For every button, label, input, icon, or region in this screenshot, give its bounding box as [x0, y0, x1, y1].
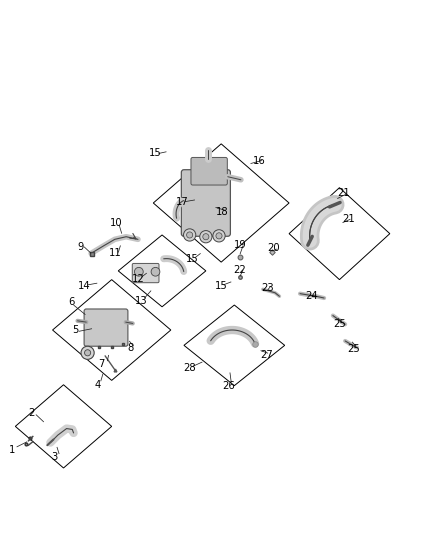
Text: 9: 9 — [78, 242, 84, 252]
Text: 12: 12 — [131, 274, 145, 284]
Text: 21: 21 — [342, 214, 355, 224]
Text: 28: 28 — [183, 363, 195, 373]
Text: 27: 27 — [260, 350, 273, 360]
Text: 24: 24 — [306, 291, 318, 301]
Text: 25: 25 — [347, 344, 360, 354]
Circle shape — [184, 229, 196, 241]
Circle shape — [81, 346, 94, 359]
FancyBboxPatch shape — [181, 169, 230, 236]
FancyBboxPatch shape — [84, 309, 128, 346]
Text: 22: 22 — [233, 265, 247, 275]
Text: 4: 4 — [94, 379, 100, 390]
Text: 23: 23 — [262, 282, 274, 293]
Text: 19: 19 — [233, 240, 247, 251]
Text: 15: 15 — [185, 254, 198, 264]
Text: 26: 26 — [222, 381, 235, 391]
Circle shape — [216, 233, 222, 239]
Text: 1: 1 — [9, 445, 15, 455]
Text: 14: 14 — [78, 281, 90, 291]
Text: 20: 20 — [268, 243, 280, 253]
Text: 15: 15 — [149, 148, 162, 158]
Text: 16: 16 — [253, 156, 266, 166]
Circle shape — [187, 232, 193, 238]
Circle shape — [200, 231, 212, 243]
Text: 3: 3 — [52, 452, 58, 462]
Text: 18: 18 — [216, 207, 229, 217]
Text: 10: 10 — [110, 217, 122, 228]
Text: 21: 21 — [337, 188, 350, 198]
Text: 2: 2 — [28, 408, 35, 418]
Text: 11: 11 — [108, 248, 121, 259]
Text: 5: 5 — [72, 325, 78, 335]
Text: 8: 8 — [127, 343, 134, 352]
Text: 25: 25 — [333, 319, 346, 329]
Circle shape — [151, 268, 160, 276]
Text: 15: 15 — [215, 281, 228, 291]
Text: 7: 7 — [99, 359, 105, 369]
FancyBboxPatch shape — [132, 263, 159, 282]
FancyBboxPatch shape — [191, 157, 227, 185]
Circle shape — [85, 350, 91, 356]
Circle shape — [203, 233, 209, 240]
Circle shape — [213, 230, 225, 242]
Text: 17: 17 — [175, 197, 188, 207]
Circle shape — [134, 268, 143, 276]
Text: 6: 6 — [68, 297, 74, 308]
Text: 13: 13 — [135, 296, 147, 305]
